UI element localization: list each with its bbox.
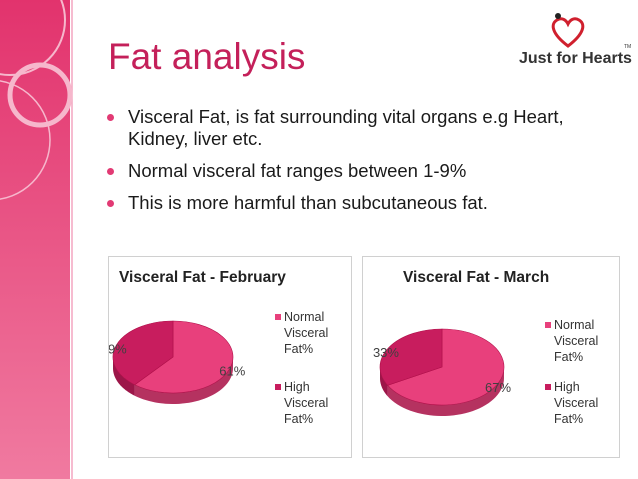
legend-label: Normal Visceral Fat% [554, 318, 599, 364]
legend-swatch [545, 384, 551, 390]
bullet-list: Visceral Fat, is fat surrounding vital o… [106, 106, 596, 224]
pie-slice [112, 320, 174, 396]
slice-side [113, 357, 135, 396]
slice-side [387, 367, 504, 416]
value-label: 61% [219, 363, 245, 378]
logo-mark: TM [624, 44, 632, 50]
bullet: Normal visceral fat ranges between 1-9% [106, 160, 596, 182]
slide-title: Fat analysis [108, 36, 306, 77]
pie-slice [387, 328, 505, 416]
logo-text: Just for Hearts [519, 50, 632, 67]
pie-slice [379, 328, 443, 397]
slice-side-shade [113, 357, 135, 396]
legend-label: High Visceral Fat% [284, 380, 329, 426]
pie: 67% 33% [373, 328, 511, 416]
side-strip [0, 0, 73, 479]
bullet: This is more harmful than subcutaneous f… [106, 192, 596, 214]
pie-slice [134, 320, 234, 404]
legend-label: Normal Visceral Fat% [284, 310, 329, 356]
chart-box: Visceral Fat - March 67% 33% Normal Viscera… [362, 256, 620, 458]
logo-heart [551, 13, 585, 48]
value-label: 39% [109, 341, 127, 356]
legend-swatch [545, 322, 551, 328]
value-label: 67% [485, 380, 511, 395]
value-label: 33% [373, 345, 399, 360]
slice-top [379, 328, 443, 386]
legend-swatch [275, 314, 281, 320]
slice-side-shade [380, 367, 388, 397]
legend-swatch [275, 384, 281, 390]
slice-side-shade [387, 367, 504, 416]
legend-label: High Visceral Fat% [554, 380, 599, 426]
pie: 61% 39% [109, 320, 246, 404]
slice-top [134, 320, 234, 394]
slice-top [387, 328, 505, 406]
chart-title: Visceral Fat - March [403, 269, 550, 286]
chart-title: Visceral Fat - February [119, 269, 286, 286]
slice-side [380, 367, 388, 397]
bullet: Visceral Fat, is fat surrounding vital o… [106, 106, 596, 150]
chart-box: Visceral Fat - February 61% 39% Normal Visc… [108, 256, 352, 458]
slice-top [112, 320, 174, 386]
